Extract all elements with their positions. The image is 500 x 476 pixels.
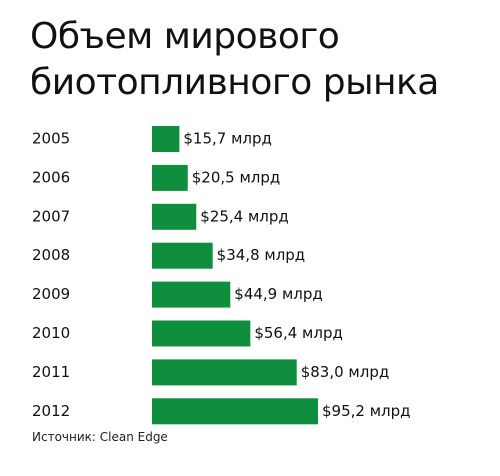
value-label: $83,0 млрд (301, 363, 390, 381)
bar (152, 359, 297, 386)
year-label: 2010 (32, 324, 70, 342)
source-note: Источник: Clean Edge (32, 430, 168, 444)
value-label: $34,8 млрд (217, 246, 306, 264)
year-label: 2011 (32, 363, 70, 381)
value-label: $20,5 млрд (192, 168, 281, 186)
bar (152, 398, 318, 425)
year-label: 2005 (32, 130, 70, 148)
bar (152, 164, 188, 191)
year-label: 2009 (32, 285, 70, 303)
bar (152, 281, 231, 308)
chart-title: Объем мирового биотопливного рынка (30, 14, 490, 106)
value-label: $56,4 млрд (254, 324, 343, 342)
value-label: $95,2 млрд (322, 402, 411, 420)
year-label: 2007 (32, 207, 70, 225)
chart-title-line-2: биотопливного рынка (30, 62, 439, 103)
year-label: 2006 (32, 168, 70, 186)
bar (152, 126, 180, 152)
value-label: $25,4 млрд (200, 207, 289, 225)
chart-title-line-1: Объем мирового (30, 16, 340, 57)
year-label: 2012 (32, 402, 70, 420)
bar (152, 320, 251, 347)
year-label: 2008 (32, 246, 70, 264)
value-label: $44,9 млрд (234, 285, 323, 303)
bar (152, 242, 213, 269)
bar (152, 203, 197, 230)
value-label: $15,7 млрд (183, 130, 272, 148)
